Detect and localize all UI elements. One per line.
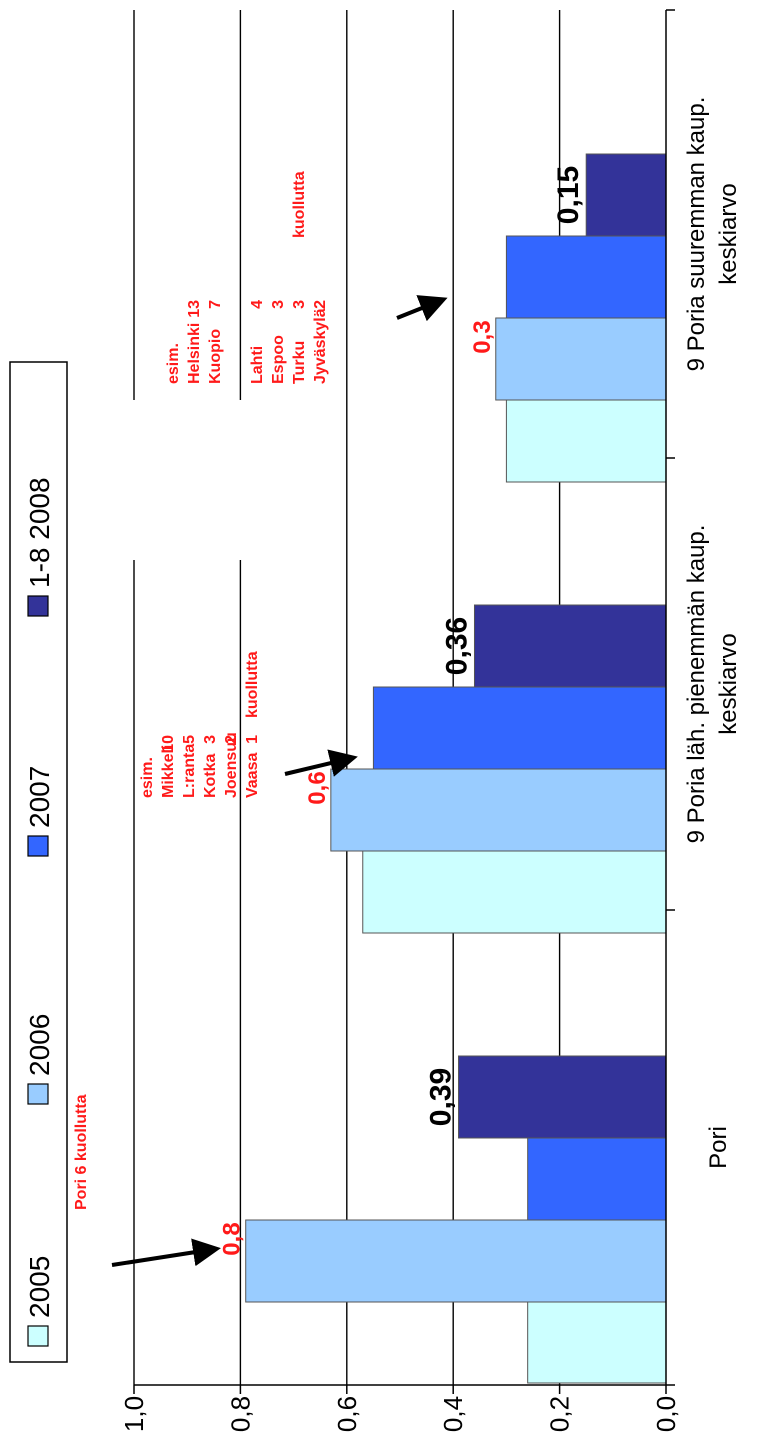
- annotation-text: Mikkeli: [160, 745, 177, 798]
- data-label: 0,15: [552, 166, 585, 224]
- annotation-text: 5: [181, 735, 198, 744]
- legend-swatch: [27, 1325, 49, 1347]
- legend-swatch: [27, 835, 49, 857]
- annotation-text: kuollutta: [244, 651, 261, 718]
- x-tick-label-line: keskiarvo: [715, 633, 742, 734]
- bar-2005-3: [505, 399, 667, 483]
- x-tick-label: Pori: [705, 1126, 732, 1169]
- annotation-text: Joensuu: [223, 732, 240, 798]
- annotation-text: Jyväskylä: [312, 308, 329, 384]
- legend-swatch: [27, 595, 49, 617]
- bar-2007-2: [372, 686, 667, 770]
- bar-2006-3: [495, 317, 667, 401]
- annotation-text: 2: [312, 300, 329, 309]
- data-label-red: 0,8: [219, 1222, 246, 1255]
- bar-2005-1: [527, 1300, 667, 1384]
- bar-1-8-2008-2: [473, 604, 667, 688]
- annotation-text: Pori 6 kuollutta: [73, 1094, 90, 1210]
- bar-1-8-2008-3: [585, 153, 667, 237]
- annotation-text: esim.: [139, 757, 156, 798]
- y-tick-label: 0,8: [225, 1396, 255, 1432]
- legend-label: 2006: [24, 1014, 55, 1076]
- y-tick-label: 0,2: [545, 1396, 575, 1432]
- x-tick-label: 9 Poria suuremman kaup. keskiarvo: [683, 97, 742, 372]
- annotation-text: 2: [223, 735, 240, 744]
- annotation-text: kuollutta: [291, 171, 308, 238]
- x-tick-label-line: Pori: [705, 1126, 732, 1169]
- x-tick-label-line: keskiarvo: [715, 183, 742, 284]
- annotation-text: 10: [160, 735, 177, 753]
- annotation-arrow: [396, 295, 448, 322]
- bar-1-8-2008-1: [458, 1055, 667, 1139]
- data-label-red: 0,6: [304, 771, 331, 804]
- bar-2007-3: [505, 235, 667, 319]
- y-tick-label: 1,0: [119, 1396, 149, 1432]
- bar-2007-1: [527, 1137, 667, 1221]
- x-tick-label-line: 9 Poria läh. pienemmän kaup.: [683, 525, 710, 844]
- annotation-text: 7: [207, 300, 224, 309]
- annotation-text: 13: [186, 300, 203, 318]
- annotation-text: Helsinki: [186, 323, 203, 384]
- annotation-text: 4: [249, 300, 266, 309]
- x-tick-label: 9 Poria läh. pienemmän kaup. keskiarvo: [683, 525, 742, 844]
- data-label: 0,39: [425, 1068, 458, 1126]
- annotation-text: 3: [202, 735, 219, 744]
- annotation-text: esim.: [165, 343, 182, 384]
- data-label: 0,36: [440, 617, 473, 675]
- data-label-red: 0,3: [469, 320, 496, 353]
- annotation-text: 3: [291, 300, 308, 309]
- annotation-arrow: [284, 749, 358, 777]
- legend-label: 2007: [24, 766, 55, 828]
- annotation-text: Kuopio: [207, 329, 224, 384]
- legend-box: [9, 361, 68, 1363]
- legend-label: 2005: [24, 1256, 55, 1318]
- y-tick-label: 0,6: [332, 1396, 362, 1432]
- annotation-text: Kotka: [202, 753, 219, 798]
- annotation-text: L:ranta: [181, 744, 198, 798]
- legend-swatch: [27, 1083, 49, 1105]
- annotation-text: Lahti: [249, 346, 266, 384]
- annotation-text: 3: [270, 300, 287, 309]
- legend-label: 1-8 2008: [24, 477, 55, 588]
- bar-2005-2: [362, 850, 667, 934]
- annotation-text: Turku: [291, 341, 308, 384]
- x-tick-label-line: 9 Poria suuremman kaup.: [683, 97, 710, 372]
- annotation-arrow: [111, 1238, 221, 1267]
- y-tick-label: 0,0: [651, 1396, 681, 1432]
- bar-2006-2: [330, 768, 667, 852]
- bar-2006-1: [245, 1219, 667, 1303]
- annotation-text: Espoo: [270, 335, 287, 384]
- annotation-text: 1: [244, 735, 261, 744]
- annotation-text: Vaasa: [244, 753, 261, 798]
- y-tick-label: 0,4: [438, 1396, 468, 1432]
